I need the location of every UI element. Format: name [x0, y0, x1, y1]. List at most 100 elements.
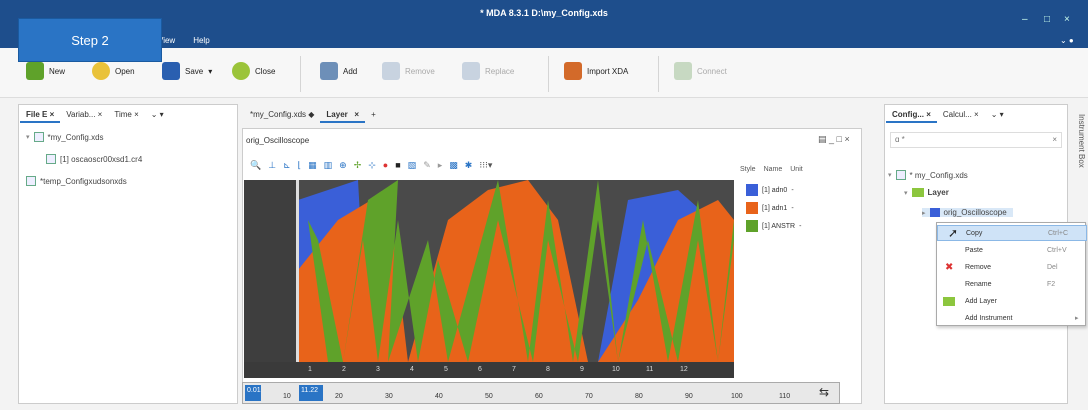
axis-left-icon[interactable]: ⊾ [283, 160, 291, 170]
zoom-icon[interactable]: 🔍 [250, 160, 262, 170]
tree-item-config[interactable]: ▾ *my_Config.xds [26, 132, 104, 142]
grid-icon[interactable]: ▥ [323, 160, 333, 170]
instrument-box-sidebar[interactable]: Instrument Box [1070, 110, 1086, 300]
tree-item-recorder[interactable]: [1] oscaoscr00xsd1.cr4 [46, 154, 142, 164]
minimize-icon[interactable]: – [1022, 14, 1028, 25]
toolbar-divider [300, 56, 301, 92]
fit-icon[interactable]: ⊹ [368, 160, 376, 170]
more-options-icon[interactable]: ⁝⁝⁝▾ [479, 160, 493, 170]
marker-icon[interactable]: ✢ [353, 160, 362, 170]
black-square-icon[interactable]: ■ [395, 160, 401, 170]
add-label: Add [343, 66, 358, 76]
replace-icon [462, 62, 480, 80]
x-tick: 8 [546, 366, 550, 373]
save-icon [162, 62, 180, 80]
tab-layer[interactable]: Layer × [320, 108, 366, 123]
close-file-button[interactable]: Close [232, 62, 275, 80]
x-tick: 3 [376, 366, 380, 373]
menu-item-add-layer[interactable]: Add Layer [937, 293, 1087, 309]
legend-item-adn0[interactable]: [1] adn0 - [746, 184, 794, 196]
tab-file-explorer[interactable]: File E × [20, 108, 61, 123]
tab-time[interactable]: Time × [114, 110, 139, 119]
window-title: * MDA 8.3.1 D:\my_Config.xds [480, 8, 608, 18]
range-end-handle[interactable] [299, 385, 323, 401]
tree-item-oscilloscope[interactable]: ▸ orig_Oscilloscope [922, 208, 1013, 217]
stop-icon[interactable]: ● [382, 160, 389, 170]
tree-item-layer[interactable]: ▾ Layer [904, 188, 949, 197]
remove-button[interactable]: Remove [382, 62, 435, 80]
range-start-handle[interactable] [245, 385, 261, 401]
window-controls-icon[interactable]: ▤ _ □ × [818, 134, 850, 144]
axis-icon[interactable]: ⊥ [268, 160, 277, 170]
x-tick: 6 [478, 366, 482, 373]
oscilloscope-title: orig_Oscilloscope [246, 136, 310, 145]
menu-item-add-instrument[interactable]: Add Instrument ▸ [937, 310, 1087, 326]
menu-item-label: Copy [966, 229, 983, 237]
menu-help[interactable]: Help [193, 36, 210, 45]
legend-swatch [746, 202, 758, 214]
panel-menu-icon[interactable]: ⌄ ▾ [990, 110, 1004, 119]
settings-icon[interactable]: ✱ [464, 160, 473, 170]
add-layer-icon [943, 296, 955, 306]
legend-item-adn1[interactable]: [1] adn1 - [746, 202, 794, 214]
help-icon[interactable]: ⌄ ● [1060, 36, 1074, 45]
menu-item-copy[interactable]: Copy Ctrl+C [937, 225, 1087, 241]
menu-item-label: Remove [965, 263, 992, 271]
open-button[interactable]: Open [92, 62, 135, 80]
ruler-label: 10 [283, 393, 291, 400]
time-ruler[interactable]: 0.01 10 11.22 20 30 40 50 60 70 80 90 10… [242, 382, 840, 404]
clear-search-icon[interactable]: × [1052, 135, 1057, 144]
import-label: Import XDA [587, 66, 629, 76]
tree-item-label: *temp_Configxudsonxds [40, 176, 127, 186]
add-icon [320, 62, 338, 80]
ruler-label: 30 [385, 393, 393, 400]
menu-item-remove[interactable]: ✖ Remove Del [937, 259, 1087, 275]
mouse-pointer-icon: ➚ [948, 226, 959, 240]
legend-name: [1] adn1 [762, 204, 788, 212]
file-explorer-panel [18, 104, 238, 404]
add-button[interactable]: Add [320, 62, 357, 80]
right-tabs: Config... × Calcul... × ⌄ ▾ [886, 108, 1010, 123]
legend-item-anstr[interactable]: [1] ANSTR - [746, 220, 801, 232]
panel-menu-icon[interactable]: ⌄ ▾ [150, 110, 164, 119]
new-button[interactable]: New [26, 62, 65, 80]
context-menu: Copy Ctrl+C Paste Ctrl+V ✖ Remove Del Re… [936, 222, 1087, 326]
maximize-icon[interactable]: □ [1044, 14, 1051, 25]
tab-configuration[interactable]: Config... × [886, 108, 937, 123]
menu-item-shortcut: F2 [1047, 280, 1056, 288]
tab-variables[interactable]: Variab... × [66, 110, 103, 119]
tab-calculation[interactable]: Calcul... × [942, 110, 979, 119]
legend-unit: - [791, 186, 794, 194]
menu-item-paste[interactable]: Paste Ctrl+V [937, 242, 1087, 258]
image-icon[interactable]: ▧ [407, 160, 417, 170]
scroll-arrows-icon[interactable]: ⇆ [819, 385, 830, 399]
tab-my-config[interactable]: *my_Config.xds ◆ [250, 110, 315, 119]
signal-anstr [308, 180, 734, 362]
layer-icon [911, 188, 924, 197]
ruler-label: 40 [435, 393, 443, 400]
new-tab-icon[interactable]: + [371, 110, 376, 119]
axis-bottom-icon[interactable]: ⌊ [297, 160, 302, 170]
edit-icon[interactable]: ✎ [423, 160, 431, 170]
save-button[interactable]: Save ▾ [162, 62, 212, 80]
play-icon[interactable]: ▸ [437, 160, 443, 170]
tree-item-temp-config[interactable]: *temp_Configxudsonxds [26, 176, 127, 186]
chevron-down-icon: ▾ [904, 189, 908, 197]
menu-view[interactable]: View [158, 36, 176, 45]
ruler-label: 60 [535, 393, 543, 400]
menu-item-label: Add Layer [965, 297, 997, 305]
connect-button[interactable]: Connect [674, 62, 727, 80]
cursor-icon[interactable]: ⊕ [339, 160, 347, 170]
legend-header: Style Name Unit [740, 166, 803, 173]
close-icon[interactable]: × [1064, 14, 1070, 25]
config-search-input[interactable]: ɑ * × [890, 132, 1062, 148]
cursor-line[interactable] [296, 180, 299, 378]
import-xda-button[interactable]: Import XDA [564, 62, 628, 80]
legend-col-unit: Unit [790, 166, 803, 173]
toolbar-divider [658, 56, 659, 92]
tree-item-config-root[interactable]: ▾ * my_Config.xds [888, 170, 968, 180]
menu-item-rename[interactable]: Rename F2 [937, 276, 1087, 292]
table-icon[interactable]: ▦ [308, 160, 317, 170]
replace-button[interactable]: Replace [462, 62, 514, 80]
export-icon[interactable]: ▩ [449, 160, 458, 170]
